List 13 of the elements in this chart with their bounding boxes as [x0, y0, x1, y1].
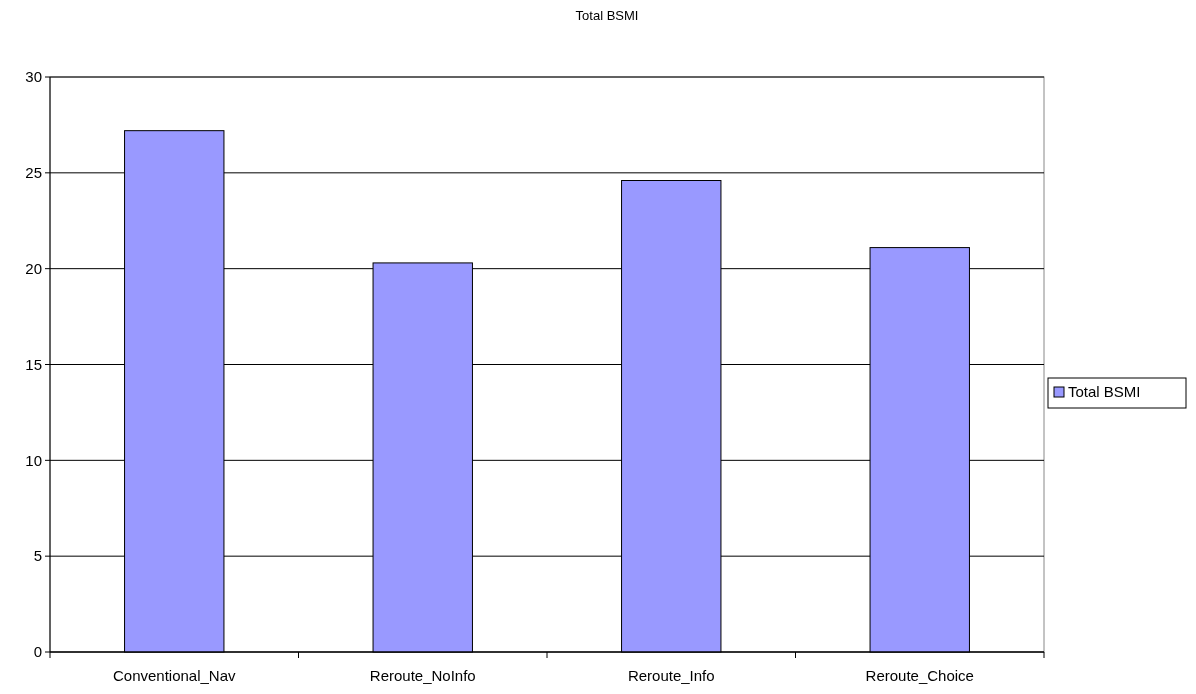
x-tick-label: Reroute_NoInfo — [369, 667, 476, 684]
x-tick-label: Reroute_Choice — [865, 667, 974, 684]
y-tick-label: 5 — [33, 547, 42, 565]
legend-label: Total BSMI — [1068, 383, 1141, 401]
y-tick-label: 30 — [25, 68, 42, 86]
x-tick-label: Reroute_Info — [627, 667, 715, 684]
chart-title: Total BSMI — [575, 8, 639, 23]
y-tick-label: 20 — [25, 259, 42, 277]
y-tick-label: 0 — [33, 643, 42, 661]
y-tick-label: 25 — [25, 164, 42, 182]
y-tick-label: 10 — [25, 451, 42, 469]
y-tick-label: 15 — [25, 355, 42, 373]
x-tick-label: Conventional_Nav — [112, 667, 237, 684]
